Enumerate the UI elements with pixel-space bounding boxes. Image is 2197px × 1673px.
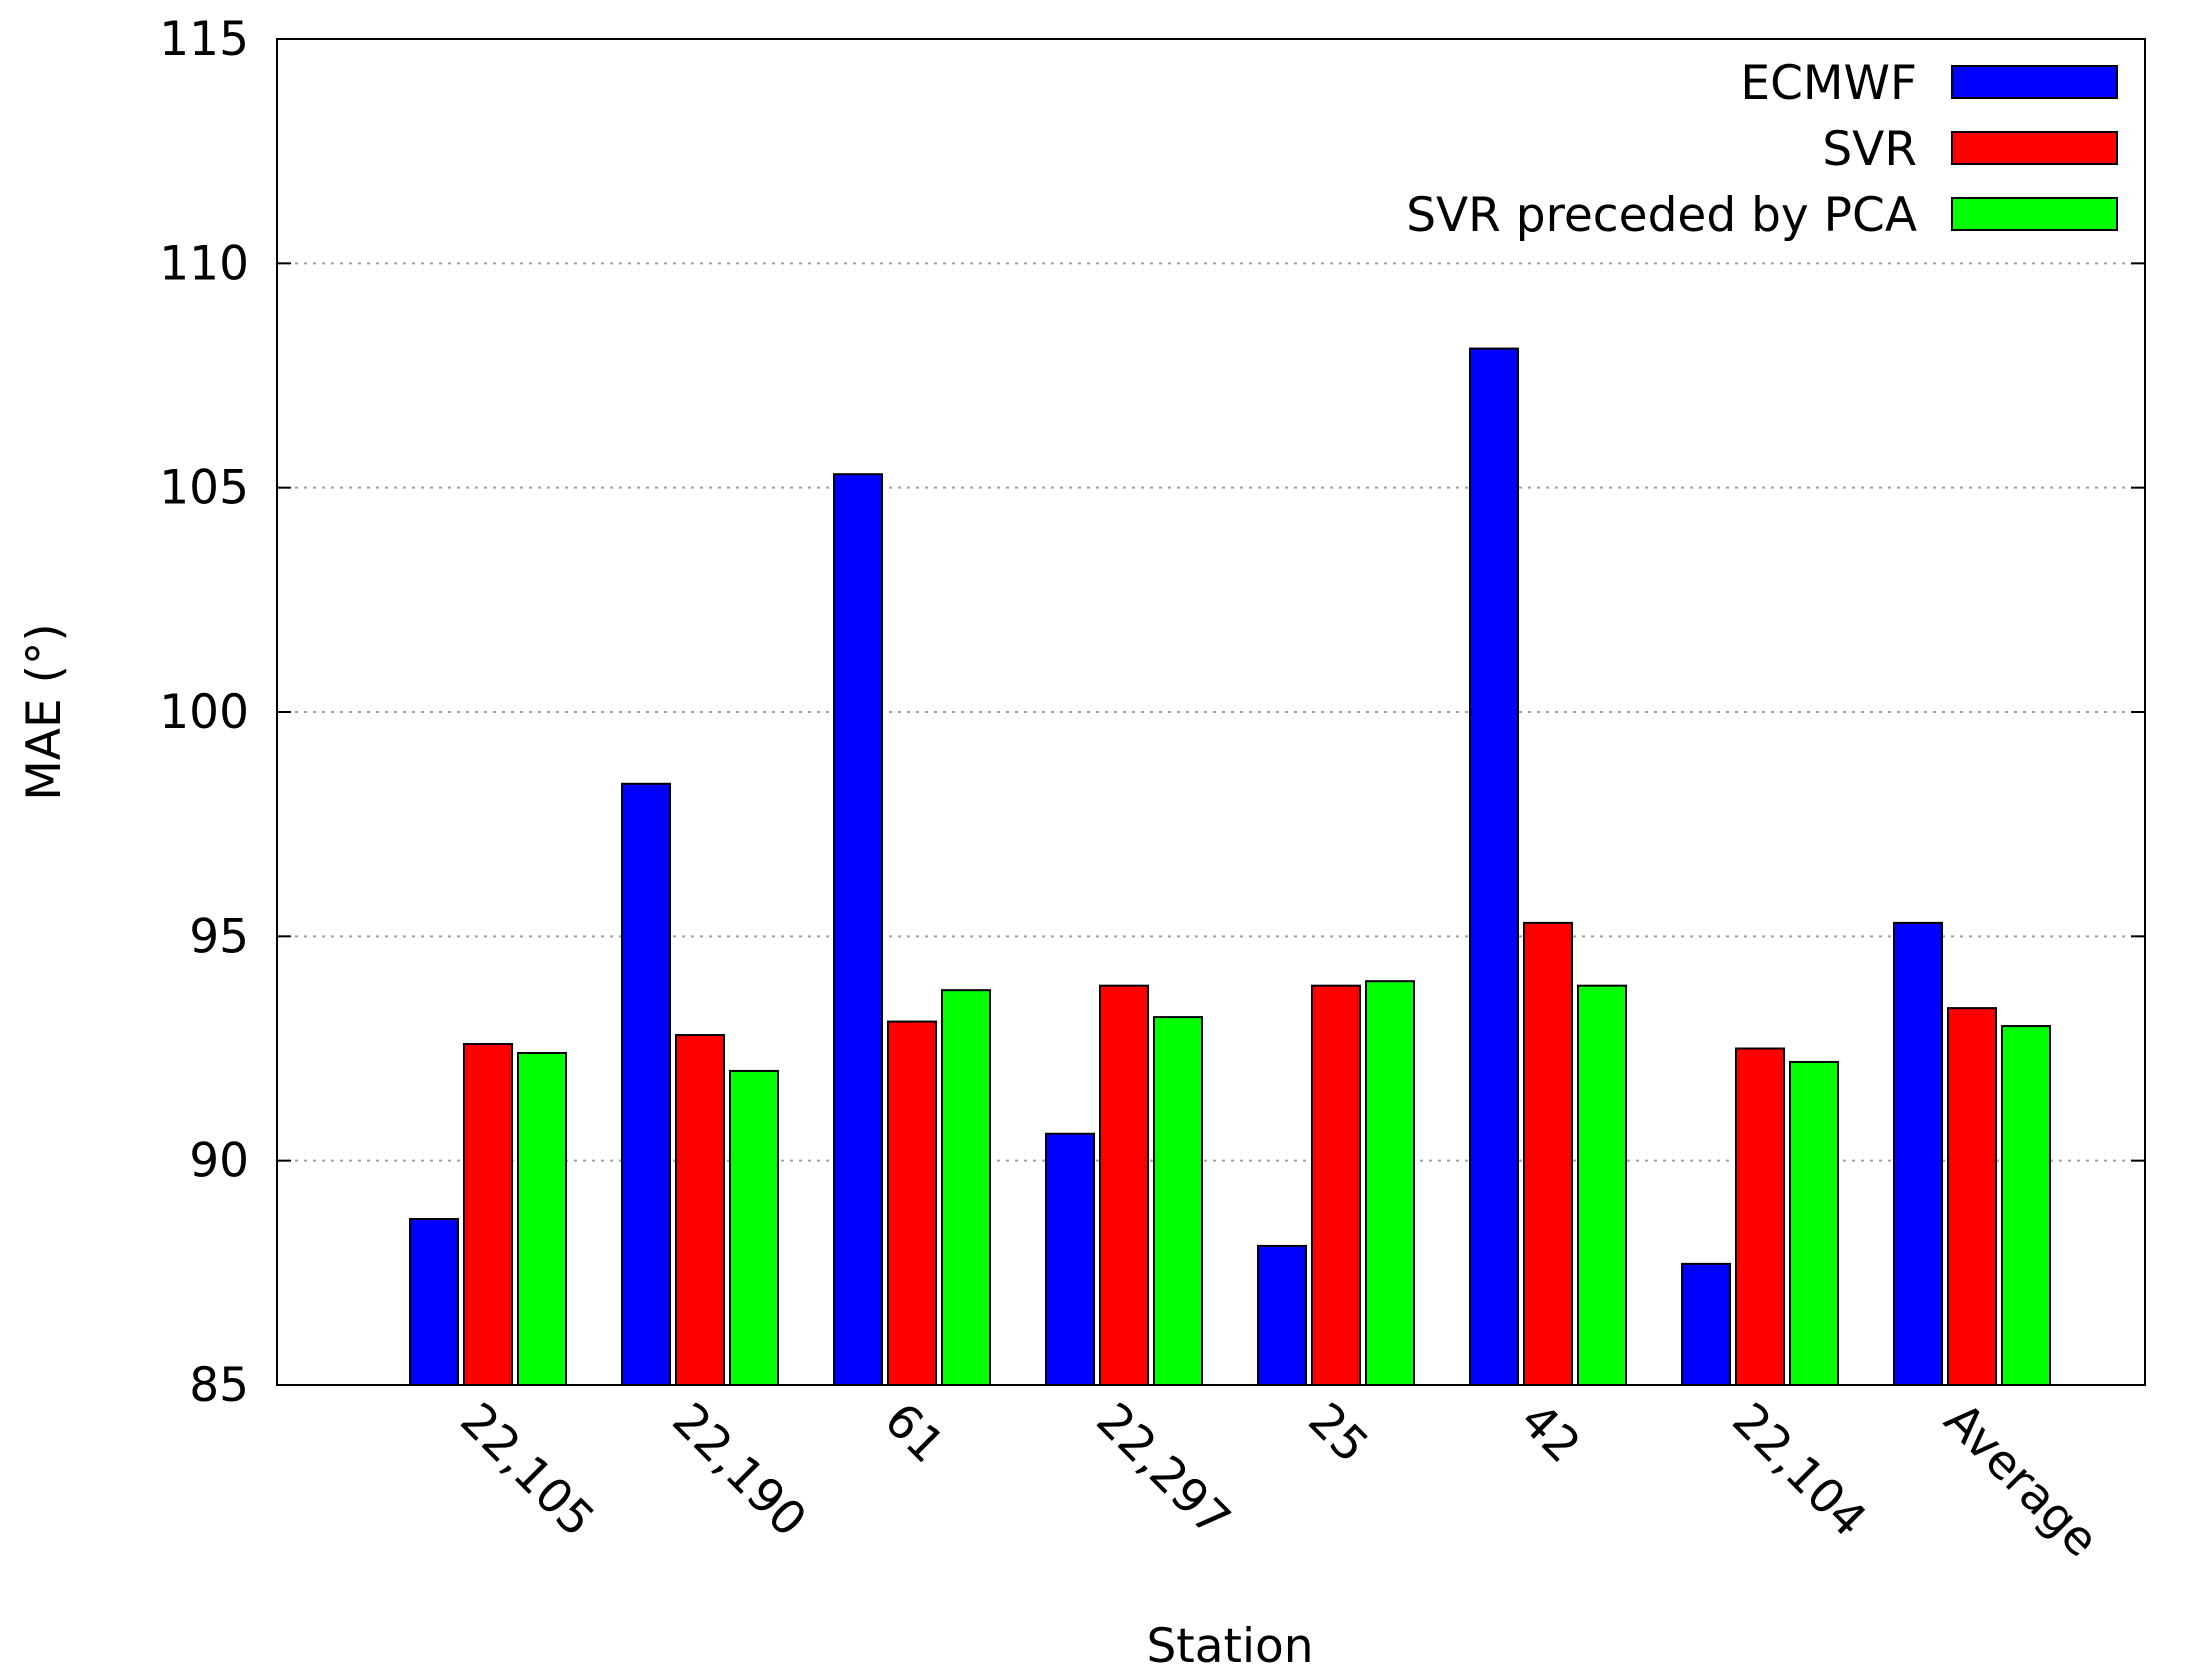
bar-svr-1 xyxy=(675,1034,725,1387)
y-tick-label: 100 xyxy=(159,685,249,740)
x-tick-label: 25 xyxy=(1298,1393,1379,1474)
bar-svr-preceded-by-pca-4 xyxy=(1365,980,1415,1386)
bar-svr-7 xyxy=(1947,1007,1997,1386)
x-axis-label: Station xyxy=(1146,1619,1313,1673)
y-tick-label: 110 xyxy=(159,236,249,291)
bar-svr-preceded-by-pca-6 xyxy=(1789,1060,1839,1386)
legend-swatch xyxy=(1951,65,2118,99)
bar-svr-0 xyxy=(463,1043,513,1386)
x-tick-label: Average xyxy=(1934,1393,2109,1568)
legend-label: ECMWF xyxy=(1740,56,1917,111)
bar-svr-4 xyxy=(1311,984,1361,1386)
x-tick-label: 22,190 xyxy=(662,1393,817,1548)
legend-label: SVR preceded by PCA xyxy=(1406,188,1917,243)
bar-ecmwf-5 xyxy=(1469,347,1519,1387)
bar-svr-preceded-by-pca-1 xyxy=(729,1069,779,1387)
y-axis-label: MAE (°) xyxy=(17,623,72,801)
bar-ecmwf-2 xyxy=(833,473,883,1386)
legend-swatch xyxy=(1951,197,2118,231)
legend-swatch xyxy=(1951,131,2118,165)
bar-svr-preceded-by-pca-2 xyxy=(941,989,991,1386)
y-ticks: 85 90 95 100 105 110 115 xyxy=(159,12,2145,1413)
x-tick-label: 22,297 xyxy=(1086,1393,1241,1548)
bar-svr-2 xyxy=(887,1020,937,1387)
x-tick-label: 22,104 xyxy=(1722,1393,1877,1548)
y-tick-label: 85 xyxy=(189,1358,249,1413)
bar-ecmwf-6 xyxy=(1681,1262,1731,1386)
bar-svr-6 xyxy=(1735,1047,1785,1386)
bar-svr-preceded-by-pca-3 xyxy=(1153,1016,1203,1386)
bar-ecmwf-1 xyxy=(621,782,671,1386)
bar-svr-preceded-by-pca-5 xyxy=(1577,984,1627,1386)
bar-ecmwf-7 xyxy=(1893,921,1943,1387)
bar-svr-preceded-by-pca-0 xyxy=(517,1051,567,1387)
y-tick-label: 105 xyxy=(159,461,249,516)
x-ticks: 22,105 22,190 61 22,297 25 42 22,104 Average xyxy=(450,1393,2109,1568)
bar-svr-3 xyxy=(1099,984,1149,1386)
bar-ecmwf-4 xyxy=(1257,1244,1307,1386)
bar-svr-5 xyxy=(1523,921,1573,1387)
legend-label: SVR xyxy=(1822,122,1917,177)
grid-layer xyxy=(277,262,2145,1162)
y-tick-label: 90 xyxy=(189,1134,249,1189)
x-tick-label: 61 xyxy=(874,1393,955,1474)
x-tick-label: 42 xyxy=(1510,1393,1591,1474)
legend: ECMWF SVR SVR preceded by PCA xyxy=(1406,56,2118,243)
bar-svr-preceded-by-pca-7 xyxy=(2001,1025,2051,1386)
bar-ecmwf-3 xyxy=(1045,1132,1095,1387)
bar-ecmwf-0 xyxy=(409,1217,459,1386)
y-tick-label: 115 xyxy=(159,12,249,67)
x-tick-label: 22,105 xyxy=(450,1393,605,1548)
y-tick-label: 95 xyxy=(189,909,249,964)
bars-layer xyxy=(409,347,2051,1387)
